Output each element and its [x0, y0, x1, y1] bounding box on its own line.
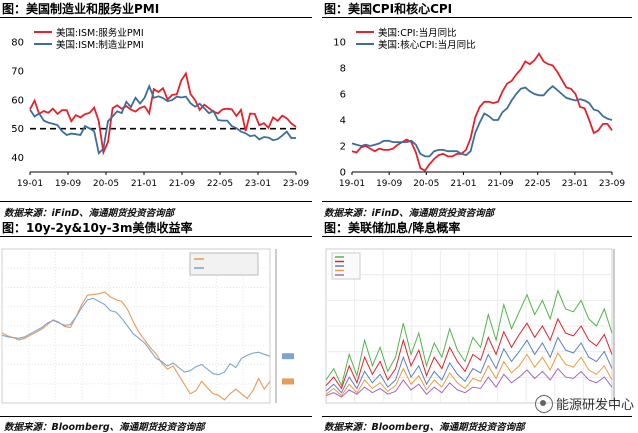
x-tick-label: 19-01: [339, 179, 365, 189]
x-tick-label: 19-09: [376, 179, 402, 189]
series-line: [325, 351, 613, 397]
legend-label: 美国:核心CPI:当月同比: [378, 39, 476, 51]
series-line: [325, 336, 613, 394]
x-tick-label: 21-01: [450, 179, 476, 189]
panel-title: 图：美联储加息/降息概率: [324, 221, 461, 235]
legend-label: 美国:CPI:当月同比: [378, 27, 457, 39]
x-tick-label: 23-01: [562, 179, 588, 189]
y-tick-label: 4: [340, 116, 346, 127]
panel-fed-probability: 图：美联储加息/降息概率 数据来源：Bloomberg、海通期货投资咨询部: [322, 219, 638, 433]
series-line: [351, 52, 613, 172]
x-tick-label: 19-01: [17, 179, 43, 189]
source-rule: [322, 416, 632, 417]
cpi-chart: 19-01 19-09 20-05 21-01 21-09 22-05 23-01 23-09…: [333, 27, 625, 189]
x-tick-label: 21-01: [131, 179, 157, 189]
series-line: [325, 317, 613, 390]
title-rule: [322, 236, 632, 237]
x-tick-label: 21-09: [487, 179, 513, 189]
watermark-text: 能源研发中心: [555, 398, 634, 413]
y-tick-label: 10: [333, 38, 346, 49]
y-tick-label: 8: [340, 64, 346, 75]
y-tick-label: 0: [340, 168, 346, 179]
wechat-icon: [534, 394, 553, 413]
panel-title: 图：美国制造业和服务业PMI: [2, 2, 160, 16]
series-line: [29, 71, 297, 156]
y-tick-label: 60: [11, 95, 24, 106]
series-line: [1, 297, 271, 376]
source-note: 数据来源：Bloomberg、海通期货投资咨询部: [324, 422, 525, 433]
y-tick-label: 80: [11, 38, 24, 49]
title-rule: [0, 236, 312, 237]
last-value-tag: [282, 353, 294, 360]
yield-spread-chart: [1, 248, 294, 404]
y-tick-label: 2: [340, 142, 346, 153]
x-tick-label: 22-05: [525, 179, 551, 189]
source-rule: [322, 201, 632, 202]
source-note: 数据来源：Bloomberg、海通期货投资咨询部: [4, 422, 205, 433]
x-tick-label: 23-01: [245, 179, 271, 189]
series-line: [29, 83, 297, 156]
x-tick-label: 19-09: [55, 179, 81, 189]
title-rule: [0, 17, 312, 18]
x-tick-label: 22-05: [207, 179, 233, 189]
legend-label: 美国:ISM:服务业PMI: [56, 27, 144, 39]
x-tick-label: 23-09: [599, 179, 625, 189]
y-tick-label: 40: [11, 153, 24, 164]
x-tick-label: 21-09: [169, 179, 195, 189]
panel-title: 图：10y-2y&10y-3m美债收益率: [2, 221, 193, 235]
y-tick-label: 50: [11, 124, 24, 135]
fed-probability-chart: [325, 248, 615, 404]
last-value-tag: [282, 378, 294, 385]
watermark: 能源研发中心: [534, 394, 634, 413]
x-tick-label: 20-05: [93, 179, 119, 189]
title-rule: [322, 17, 632, 18]
series-line: [325, 367, 613, 398]
source-rule: [0, 416, 312, 417]
source-rule: [0, 201, 312, 202]
panel-yield-spread: 图：10y-2y&10y-3m美债收益率 数据来源：Bloomberg、海通期货…: [0, 219, 318, 433]
source-note: 数据来源：iFinD、海通期货投资咨询部: [4, 208, 175, 219]
source-note: 数据来源：iFinD、海通期货投资咨询部: [324, 208, 495, 219]
y-tick-label: 6: [340, 90, 346, 101]
x-tick-label: 20-05: [413, 179, 439, 189]
panel-title: 图：美国CPI和核心CPI: [324, 2, 453, 16]
legend-box: [189, 252, 259, 276]
pmi-chart: 19-01 19-09 20-05 21-01 21-09 22-05 23-01 23-09…: [11, 27, 309, 189]
x-tick-label: 23-09: [283, 179, 309, 189]
panel-pmi: 图：美国制造业和服务业PMI 19-01 19-09 20-05 21-01 21-09…: [0, 0, 318, 219]
y-tick-label: 70: [11, 66, 24, 77]
series-line: [325, 288, 613, 388]
panel-cpi: 图：美国CPI和核心CPI 19-01 19-09 20-05 21-01 21-09 2…: [322, 0, 638, 219]
legend-label: 美国:ISM:制造业PMI: [56, 39, 144, 51]
series-line: [351, 85, 613, 158]
series-line: [1, 291, 271, 401]
